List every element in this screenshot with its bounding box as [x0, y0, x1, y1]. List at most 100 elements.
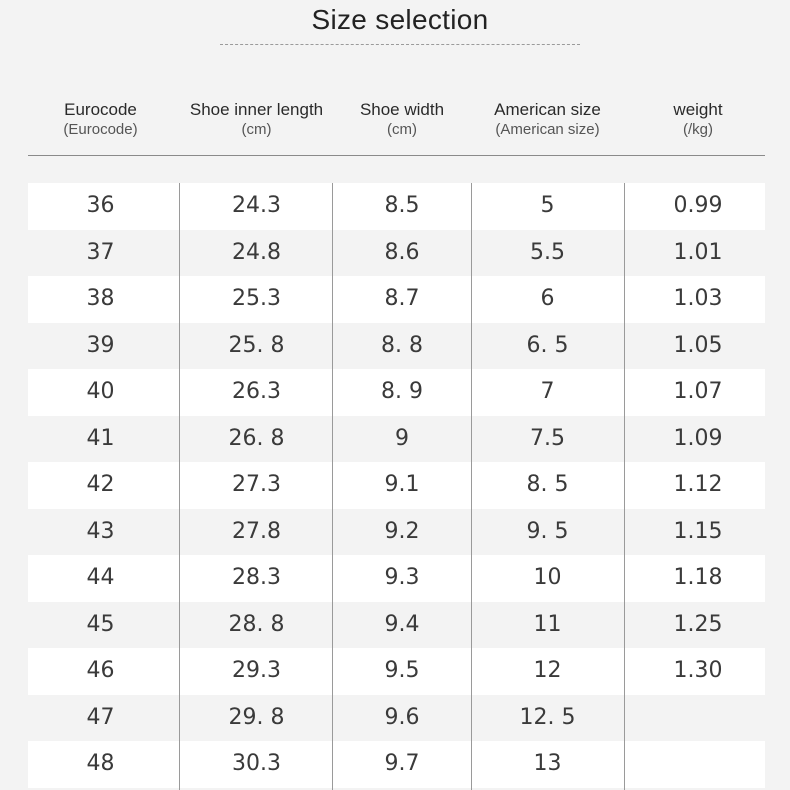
american-size-cell: 9. 5	[526, 518, 569, 544]
american-size-cell: 10	[533, 565, 562, 590]
eurocode-cell: 39	[86, 332, 115, 358]
weight-cell	[624, 741, 772, 788]
inner-length-cell: 30.3	[232, 751, 281, 776]
width-cell: 9.2	[384, 518, 420, 544]
inner-length-cell: 27.8	[232, 518, 281, 544]
eurocode-cell: 37	[86, 239, 115, 265]
column-header-eurocode: Eurocode (Eurocode)	[28, 100, 173, 140]
width-cell: 9.5	[384, 658, 420, 683]
column-header-inner-length: Shoe inner length (cm)	[180, 100, 333, 140]
inner-length-cell: 24.8	[232, 239, 281, 265]
table-row: 39 25. 8 8. 8 6. 5 1.05	[28, 322, 765, 369]
eurocode-cell: 48	[86, 751, 115, 776]
column-divider	[471, 183, 472, 790]
american-size-cell: 7	[540, 379, 555, 404]
inner-length-cell: 27.3	[232, 472, 281, 497]
weight-cell: 1.30	[673, 658, 723, 683]
header-divider	[28, 155, 765, 156]
table-row: 41 26. 8 9 7.5 1.09	[28, 415, 765, 462]
inner-length-cell: 26. 8	[228, 425, 285, 451]
width-cell: 8. 8	[381, 332, 423, 358]
column-header-weight: weight (/kg)	[624, 100, 772, 140]
width-cell: 9.7	[384, 751, 420, 776]
column-header-width: Shoe width (cm)	[333, 100, 471, 140]
table-row: 46 29.3 9.5 12 1.30	[28, 648, 765, 695]
inner-length-cell: 29. 8	[228, 704, 285, 730]
column-header-american-size: American size (American size)	[471, 100, 624, 140]
width-cell: 8.6	[384, 239, 420, 265]
american-size-cell: 12	[533, 658, 562, 683]
american-size-cell: 6. 5	[526, 332, 569, 358]
width-cell: 8. 9	[381, 379, 423, 404]
column-header-label: Eurocode	[64, 100, 137, 119]
page-title: Size selection	[311, 4, 489, 35]
eurocode-cell: 42	[86, 472, 115, 497]
weight-cell: 1.09	[673, 425, 723, 451]
table-row: 38 25.3 8.7 6 1.03	[28, 276, 765, 323]
column-header-unit: (Eurocode)	[63, 121, 138, 138]
eurocode-cell: 46	[86, 658, 115, 683]
column-divider	[179, 183, 180, 790]
inner-length-cell: 28.3	[232, 565, 281, 590]
table-row: 37 24.8 8.6 5.5 1.01	[28, 229, 765, 276]
weight-cell: 1.03	[673, 286, 723, 311]
column-header-label: Shoe width	[359, 100, 445, 119]
width-cell: 9.4	[384, 611, 420, 637]
inner-length-cell: 25.3	[232, 286, 281, 311]
size-table-body: 36 24.3 8.5 5 0.99 37 24.8 8.6 5.5 1.01 …	[28, 183, 765, 788]
table-row: 48 30.3 9.7 13	[28, 741, 765, 788]
eurocode-cell: 36	[86, 193, 115, 218]
eurocode-cell: 45	[86, 611, 115, 637]
column-header-unit: (cm)	[387, 121, 417, 138]
column-header-unit: (American size)	[495, 121, 600, 138]
table-row: 45 28. 8 9.4 11 1.25	[28, 601, 765, 648]
column-header-label: Shoe inner length	[189, 100, 324, 119]
width-cell: 8.7	[384, 286, 420, 311]
american-size-cell: 7.5	[530, 425, 565, 451]
inner-length-cell: 26.3	[232, 379, 281, 404]
inner-length-cell: 24.3	[232, 193, 281, 218]
weight-cell: 1.18	[673, 565, 723, 590]
american-size-cell: 12. 5	[519, 704, 576, 730]
american-size-cell: 11	[533, 611, 562, 637]
weight-cell	[624, 695, 772, 742]
weight-cell: 1.01	[673, 239, 723, 265]
title-divider	[220, 44, 580, 45]
column-header-label: weight	[673, 100, 723, 119]
table-row: 42 27.3 9.1 8. 5 1.12	[28, 462, 765, 509]
table-row: 40 26.3 8. 9 7 1.07	[28, 369, 765, 416]
column-header-unit: (/kg)	[683, 121, 713, 138]
column-header-label: American size	[494, 100, 601, 119]
eurocode-cell: 41	[86, 425, 115, 451]
american-size-cell: 6	[540, 286, 555, 311]
table-row: 44 28.3 9.3 10 1.18	[28, 555, 765, 602]
width-cell: 9.6	[384, 704, 420, 730]
american-size-cell: 5.5	[530, 239, 565, 265]
inner-length-cell: 25. 8	[228, 332, 285, 358]
column-divider	[332, 183, 333, 790]
weight-cell: 1.15	[673, 518, 723, 544]
weight-cell: 1.05	[673, 332, 723, 358]
eurocode-cell: 43	[86, 518, 115, 544]
table-row: 43 27.8 9.2 9. 5 1.15	[28, 508, 765, 555]
weight-cell: 1.07	[673, 379, 723, 404]
american-size-cell: 5	[540, 193, 555, 218]
eurocode-cell: 40	[86, 379, 115, 404]
width-cell: 8.5	[384, 193, 420, 218]
eurocode-cell: 44	[86, 565, 115, 590]
weight-cell: 1.12	[673, 472, 723, 497]
table-row: 36 24.3 8.5 5 0.99	[28, 183, 765, 230]
american-size-cell: 8. 5	[526, 472, 569, 497]
eurocode-cell: 47	[86, 704, 115, 730]
width-cell: 9.1	[384, 472, 420, 497]
weight-cell: 0.99	[673, 193, 723, 218]
inner-length-cell: 29.3	[232, 658, 281, 683]
column-divider	[624, 183, 625, 790]
width-cell: 9.3	[384, 565, 420, 590]
inner-length-cell: 28. 8	[228, 611, 285, 637]
eurocode-cell: 38	[86, 286, 115, 311]
weight-cell: 1.25	[673, 611, 723, 637]
table-row: 47 29. 8 9.6 12. 5	[28, 694, 765, 741]
american-size-cell: 13	[533, 751, 562, 776]
